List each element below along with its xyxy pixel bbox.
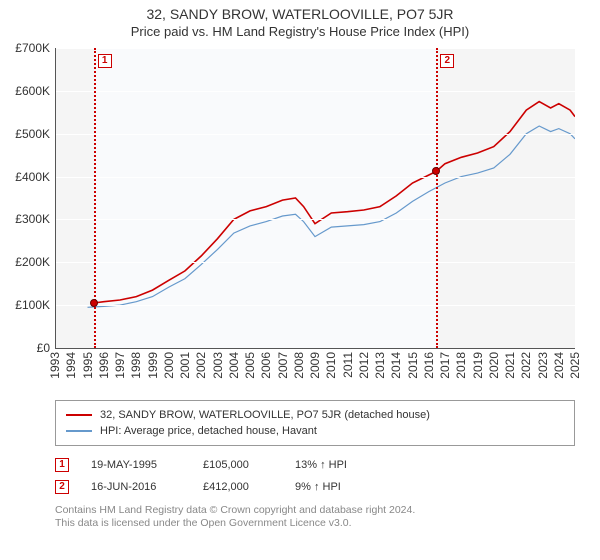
sale-row-date: 16-JUN-2016 (91, 481, 181, 493)
x-tick-label: 1998 (129, 352, 143, 379)
series-property (94, 102, 575, 303)
x-tick-label: 2003 (211, 352, 225, 379)
x-tick-label: 2025 (568, 352, 582, 379)
y-tick-label: £700K (0, 41, 50, 55)
y-tick-label: £100K (0, 298, 50, 312)
legend-swatch (66, 430, 92, 432)
sales-table: 1 19-MAY-1995 £105,000 13% ↑ HPI 2 16-JUN-201… (55, 454, 575, 498)
sale-marker-box: 2 (440, 54, 454, 68)
x-tick-label: 2012 (357, 352, 371, 379)
sale-marker-box: 1 (98, 54, 112, 68)
sale-row: 1 19-MAY-1995 £105,000 13% ↑ HPI (55, 454, 575, 476)
x-tick-label: 1994 (64, 352, 78, 379)
x-tick-label: 2016 (422, 352, 436, 379)
footnote: Contains HM Land Registry data © Crown c… (55, 504, 575, 530)
x-tick-label: 2019 (471, 352, 485, 379)
y-tick-label: £300K (0, 212, 50, 226)
chart-lines (55, 48, 575, 348)
x-tick-label: 2000 (162, 352, 176, 379)
sale-row: 2 16-JUN-2016 £412,000 9% ↑ HPI (55, 476, 575, 498)
x-tick-label: 2023 (536, 352, 550, 379)
legend-item: HPI: Average price, detached house, Hava… (66, 423, 564, 439)
legend-item: 32, SANDY BROW, WATERLOOVILLE, PO7 5JR (… (66, 407, 564, 423)
sale-row-marker: 2 (55, 480, 69, 494)
x-tick-label: 1993 (48, 352, 62, 379)
sale-row-diff: 13% ↑ HPI (295, 459, 385, 471)
y-axis (55, 48, 56, 348)
x-tick-label: 2022 (519, 352, 533, 379)
legend-box: 32, SANDY BROW, WATERLOOVILLE, PO7 5JR (… (55, 400, 575, 446)
sale-dot (432, 167, 440, 175)
y-tick-label: £400K (0, 170, 50, 184)
x-axis (55, 348, 575, 349)
y-tick-label: £200K (0, 255, 50, 269)
x-tick-label: 2004 (227, 352, 241, 379)
sale-row-marker: 1 (55, 458, 69, 472)
x-tick-label: 2020 (487, 352, 501, 379)
page-subtitle: Price paid vs. HM Land Registry's House … (0, 22, 600, 45)
legend-label: 32, SANDY BROW, WATERLOOVILLE, PO7 5JR (… (100, 407, 430, 423)
footnote-line: Contains HM Land Registry data © Crown c… (55, 504, 575, 517)
x-tick-label: 2009 (308, 352, 322, 379)
sale-row-price: £412,000 (203, 481, 273, 493)
sale-dot (90, 299, 98, 307)
plot-area: 12 (55, 48, 575, 348)
y-tick-label: £0 (0, 341, 50, 355)
sale-row-date: 19-MAY-1995 (91, 459, 181, 471)
legend-section: 32, SANDY BROW, WATERLOOVILLE, PO7 5JR (… (55, 400, 575, 530)
page-title: 32, SANDY BROW, WATERLOOVILLE, PO7 5JR (0, 0, 600, 22)
x-tick-label: 2015 (406, 352, 420, 379)
y-tick-label: £600K (0, 84, 50, 98)
x-tick-label: 1997 (113, 352, 127, 379)
x-tick-label: 2007 (276, 352, 290, 379)
x-tick-label: 1995 (81, 352, 95, 379)
x-tick-label: 2006 (259, 352, 273, 379)
x-tick-label: 1999 (146, 352, 160, 379)
x-tick-label: 2018 (454, 352, 468, 379)
x-tick-label: 2008 (292, 352, 306, 379)
x-tick-label: 2011 (341, 352, 355, 378)
sale-row-price: £105,000 (203, 459, 273, 471)
footnote-line: This data is licensed under the Open Gov… (55, 517, 575, 530)
x-tick-label: 2017 (438, 352, 452, 379)
legend-label: HPI: Average price, detached house, Hava… (100, 423, 317, 439)
x-tick-label: 2001 (178, 352, 192, 379)
sale-row-diff: 9% ↑ HPI (295, 481, 385, 493)
sale-vline (436, 48, 438, 348)
legend-swatch (66, 414, 92, 416)
x-tick-label: 2005 (243, 352, 257, 379)
x-tick-label: 2021 (503, 352, 517, 379)
x-tick-label: 2014 (389, 352, 403, 379)
x-tick-label: 1996 (97, 352, 111, 379)
price-chart: 12 £0£100K£200K£300K£400K£500K£600K£700K… (0, 48, 600, 400)
x-tick-label: 2002 (194, 352, 208, 379)
x-tick-label: 2013 (373, 352, 387, 379)
x-tick-label: 2010 (324, 352, 338, 379)
y-tick-label: £500K (0, 127, 50, 141)
series-hpi (88, 126, 576, 307)
x-tick-label: 2024 (552, 352, 566, 379)
